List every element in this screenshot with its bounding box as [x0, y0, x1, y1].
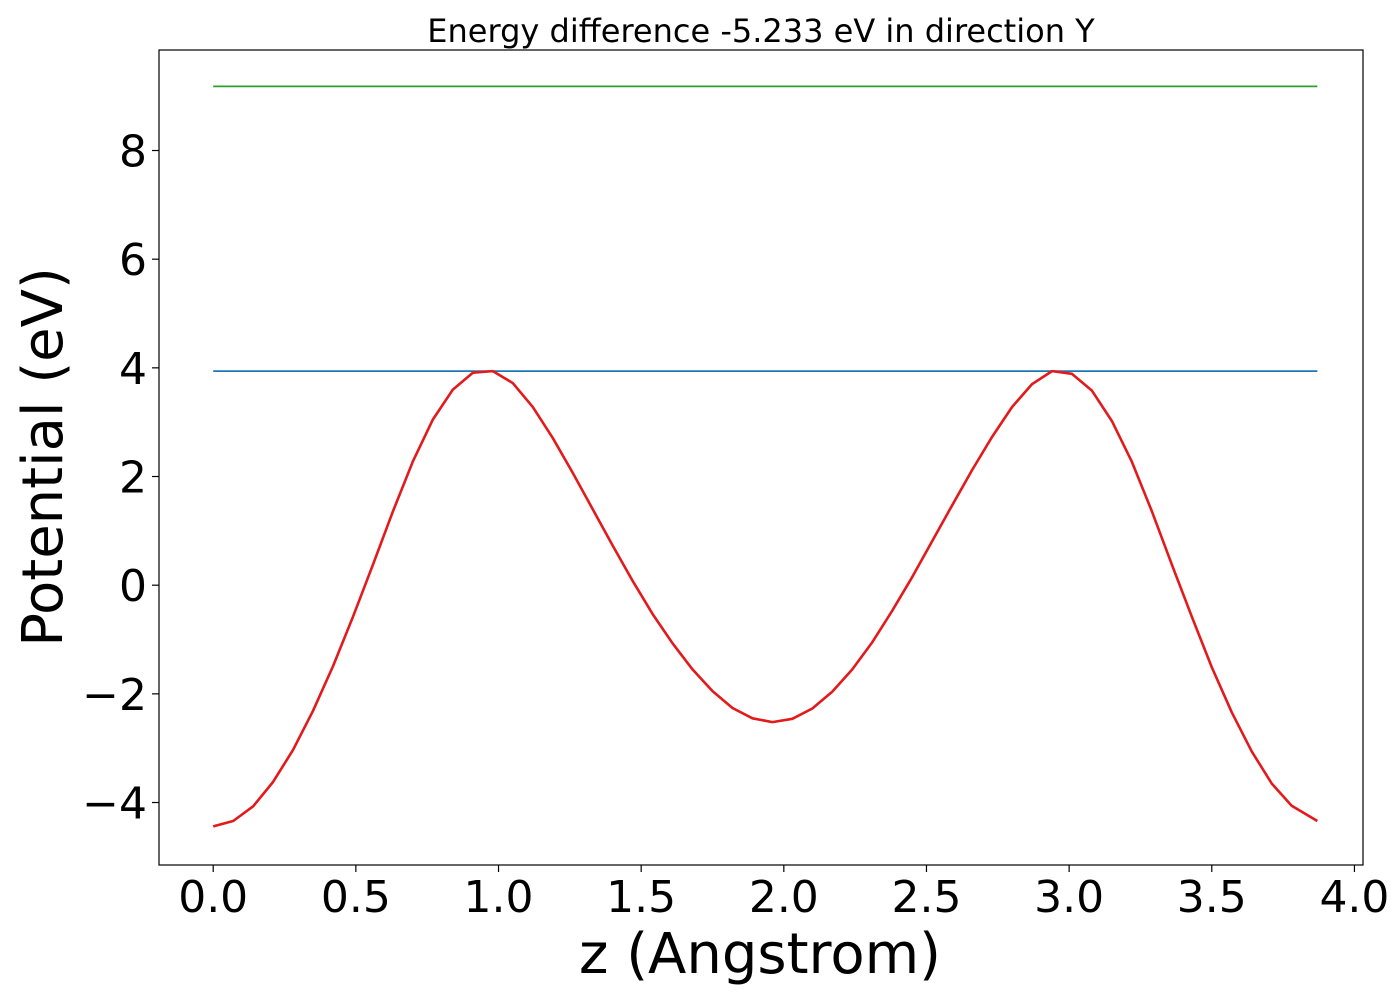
- series-line-2: [212, 369, 1319, 828]
- x-tick-label: 3.0: [1034, 872, 1104, 923]
- plot-frame: [158, 49, 1364, 866]
- x-axis-label: z (Angstrom): [579, 922, 941, 987]
- y-tick-label: 8: [119, 127, 147, 178]
- x-tick-label: 1.5: [606, 872, 676, 923]
- y-axis: −4 −2 0 2 4 6 8: [82, 127, 159, 830]
- y-tick-label: −2: [82, 670, 147, 721]
- x-tick-label: 2.0: [749, 872, 819, 923]
- y-tick-label: 6: [119, 235, 147, 286]
- x-tick-label: 3.5: [1177, 872, 1247, 923]
- x-axis: 0.0 0.5 1.0 1.5 2.0 2.5 3.0 3.5 4.0: [178, 865, 1389, 923]
- x-tick-label: 1.0: [464, 872, 534, 923]
- x-tick-label: 0.5: [321, 872, 391, 923]
- chart-title: Energy difference -5.233 eV in direction…: [427, 12, 1095, 50]
- y-axis-label: Potential (eV): [11, 267, 76, 647]
- series-layer: [212, 85, 1319, 828]
- x-tick-label: 0.0: [178, 872, 248, 923]
- x-tick-label: 4.0: [1319, 872, 1389, 923]
- y-tick-label: 4: [119, 344, 147, 395]
- x-tick-label: 2.5: [891, 872, 961, 923]
- y-tick-label: −4: [82, 779, 147, 830]
- y-tick-label: 0: [119, 561, 147, 612]
- y-tick-label: 2: [119, 453, 147, 504]
